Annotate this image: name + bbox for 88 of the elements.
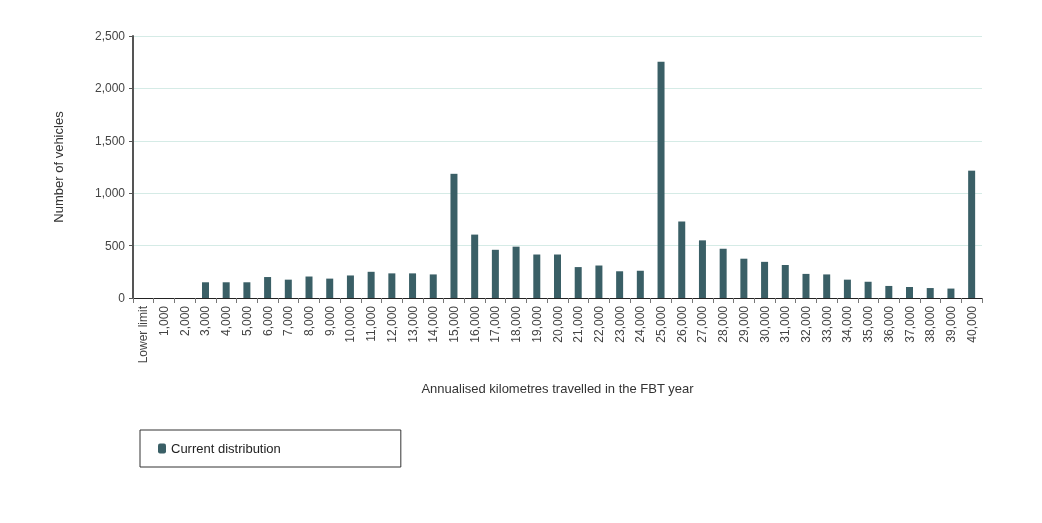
bar bbox=[864, 281, 872, 298]
x-tick-label: 38,000 bbox=[923, 305, 938, 343]
bar bbox=[926, 288, 934, 298]
bar bbox=[512, 246, 520, 298]
bar bbox=[698, 240, 706, 298]
x-tick-label: 5,000 bbox=[239, 305, 254, 337]
bar bbox=[740, 258, 748, 298]
bar bbox=[222, 282, 230, 298]
x-tick-label: 24,000 bbox=[633, 305, 648, 343]
y-tick-label: 1,000 bbox=[94, 186, 126, 201]
bar bbox=[802, 273, 810, 298]
x-tick-label: 26,000 bbox=[674, 305, 689, 343]
bar bbox=[595, 265, 603, 298]
bar bbox=[554, 254, 561, 298]
x-axis-title: Annualised kilometres travelled in the FBT year bbox=[421, 381, 695, 396]
x-tick-label: 19,000 bbox=[529, 305, 544, 343]
x-tick-label: 17,000 bbox=[488, 305, 503, 343]
bar bbox=[968, 170, 976, 298]
x-tick-label: 32,000 bbox=[798, 305, 813, 343]
x-tick-label: 22,000 bbox=[591, 305, 606, 343]
x-tick-label: 10,000 bbox=[343, 305, 358, 343]
bar bbox=[906, 287, 914, 298]
bar bbox=[885, 285, 893, 298]
y-axis-title: Number of vehicles bbox=[51, 110, 66, 223]
x-tick-label: 2,000 bbox=[177, 305, 192, 337]
x-tick-label: 12,000 bbox=[384, 305, 399, 343]
x-tick-label: 8,000 bbox=[302, 305, 317, 337]
y-tick-label: 500 bbox=[104, 238, 126, 253]
bar bbox=[574, 267, 582, 298]
x-tick-label: 9,000 bbox=[322, 305, 337, 337]
bar bbox=[636, 270, 644, 298]
bar bbox=[264, 277, 272, 298]
x-tick-label: 33,000 bbox=[819, 305, 834, 343]
bar bbox=[947, 288, 955, 298]
x-tick-label: 14,000 bbox=[426, 305, 441, 343]
bar bbox=[367, 271, 375, 298]
bar bbox=[719, 248, 727, 298]
x-tick-label: Lower limit bbox=[136, 305, 151, 364]
x-tick-label: 4,000 bbox=[219, 305, 234, 337]
legend-label: Current distribution bbox=[171, 441, 281, 456]
x-tick-label: 37,000 bbox=[902, 305, 917, 343]
bar bbox=[201, 282, 209, 298]
bar bbox=[533, 254, 541, 298]
bar bbox=[409, 273, 417, 298]
bar bbox=[346, 275, 354, 298]
x-tick-label: 7,000 bbox=[281, 305, 296, 337]
y-tick-label: 2,000 bbox=[94, 81, 126, 96]
bar bbox=[471, 234, 479, 298]
y-tick-label: 1,500 bbox=[94, 133, 126, 148]
x-tick-label: 31,000 bbox=[778, 305, 793, 343]
bar bbox=[388, 273, 396, 298]
bar bbox=[761, 261, 769, 298]
x-tick-label: 21,000 bbox=[571, 305, 586, 343]
x-tick-label: 18,000 bbox=[509, 305, 524, 343]
x-tick-label: 1,000 bbox=[157, 305, 172, 337]
x-tick-label: 20,000 bbox=[550, 305, 565, 343]
bar bbox=[843, 279, 851, 298]
bar bbox=[491, 249, 499, 298]
bar bbox=[657, 61, 665, 298]
bar bbox=[450, 173, 458, 298]
x-tick-label: 36,000 bbox=[881, 305, 896, 343]
x-tick-label: 6,000 bbox=[260, 305, 275, 337]
x-tick-label: 25,000 bbox=[654, 305, 669, 343]
bar bbox=[243, 282, 251, 298]
bar bbox=[429, 274, 437, 298]
x-tick-label: 39,000 bbox=[943, 305, 958, 343]
bar bbox=[823, 274, 831, 298]
bar bbox=[678, 221, 686, 298]
x-tick-label: 11,000 bbox=[364, 305, 379, 342]
x-tick-label: 15,000 bbox=[446, 305, 461, 343]
x-tick-label: 35,000 bbox=[861, 305, 876, 343]
bar bbox=[284, 279, 292, 298]
x-tick-label: 28,000 bbox=[716, 305, 731, 343]
y-tick-label: 2,500 bbox=[94, 29, 126, 43]
bar bbox=[616, 271, 624, 298]
bar bbox=[326, 278, 334, 298]
bar bbox=[305, 276, 313, 298]
x-tick-label: 16,000 bbox=[467, 305, 482, 343]
x-tick-label: 29,000 bbox=[736, 305, 751, 343]
x-tick-label: 13,000 bbox=[405, 305, 420, 343]
x-tick-label: 40,000 bbox=[964, 305, 979, 343]
bar bbox=[781, 264, 789, 298]
x-tick-label: 34,000 bbox=[840, 305, 855, 343]
x-tick-label: 3,000 bbox=[198, 305, 213, 337]
y-tick-label: 0 bbox=[118, 291, 126, 305]
x-tick-label: 27,000 bbox=[695, 305, 710, 343]
x-tick-label: 30,000 bbox=[757, 305, 772, 343]
x-tick-label: 23,000 bbox=[612, 305, 627, 343]
